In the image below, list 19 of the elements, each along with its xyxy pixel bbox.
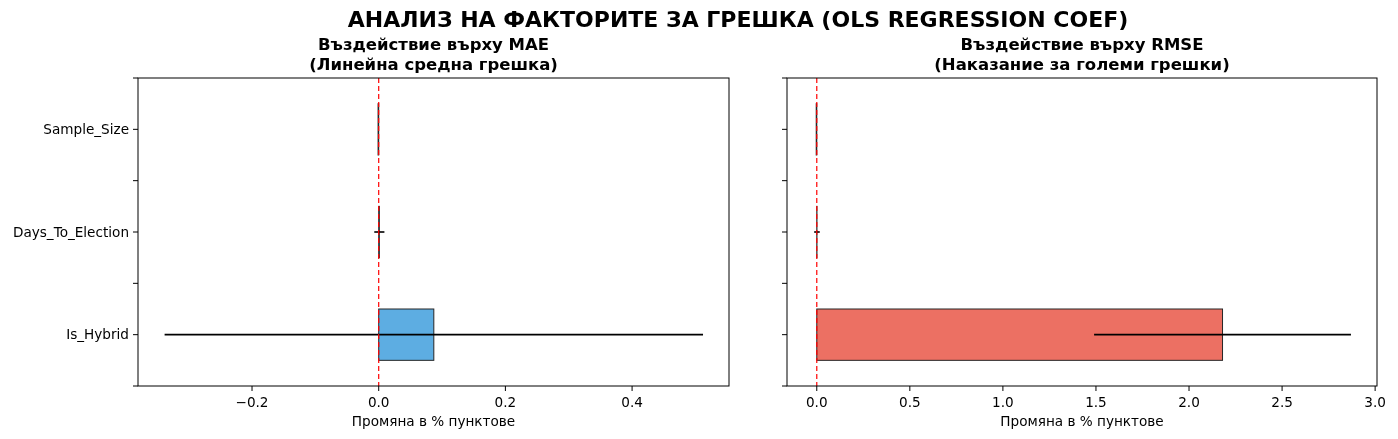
chart-title: АНАЛИЗ НА ФАКТОРИТЕ ЗА ГРЕШКА (OLS REGRESSION COEF) xyxy=(347,7,1129,32)
x-tick-label: 0.2 xyxy=(494,394,517,410)
x-axis-title: Промяна в % пунктове xyxy=(351,413,516,429)
x-tick-label: 0.0 xyxy=(367,394,390,410)
chart-subtitle: Въздействие върху MAE (Линейна средна грешка) xyxy=(309,35,558,74)
x-tick-label: 0.4 xyxy=(621,394,643,410)
x-tick-label: −0.2 xyxy=(235,394,269,410)
x-tick-label: 1.5 xyxy=(1085,394,1107,410)
x-axis-title: Промяна в % пунктове xyxy=(1000,413,1164,429)
y-tick-label: Is_Hybrid xyxy=(66,326,129,343)
y-tick-label: Days_To_Election xyxy=(12,223,129,240)
x-tick-label: 0.5 xyxy=(899,394,921,410)
x-tick-label: 3.0 xyxy=(1364,394,1386,410)
x-tick-label: 2.0 xyxy=(1178,394,1200,410)
x-tick-label: 0.0 xyxy=(805,394,828,410)
chart-subtitle: Въздействие върху RMSE (Наказание за големи грешки) xyxy=(934,35,1230,74)
x-tick-label: 1.0 xyxy=(992,394,1014,410)
x-tick-label: 2.5 xyxy=(1271,394,1293,410)
y-tick-label: Sample_Size xyxy=(43,120,129,137)
